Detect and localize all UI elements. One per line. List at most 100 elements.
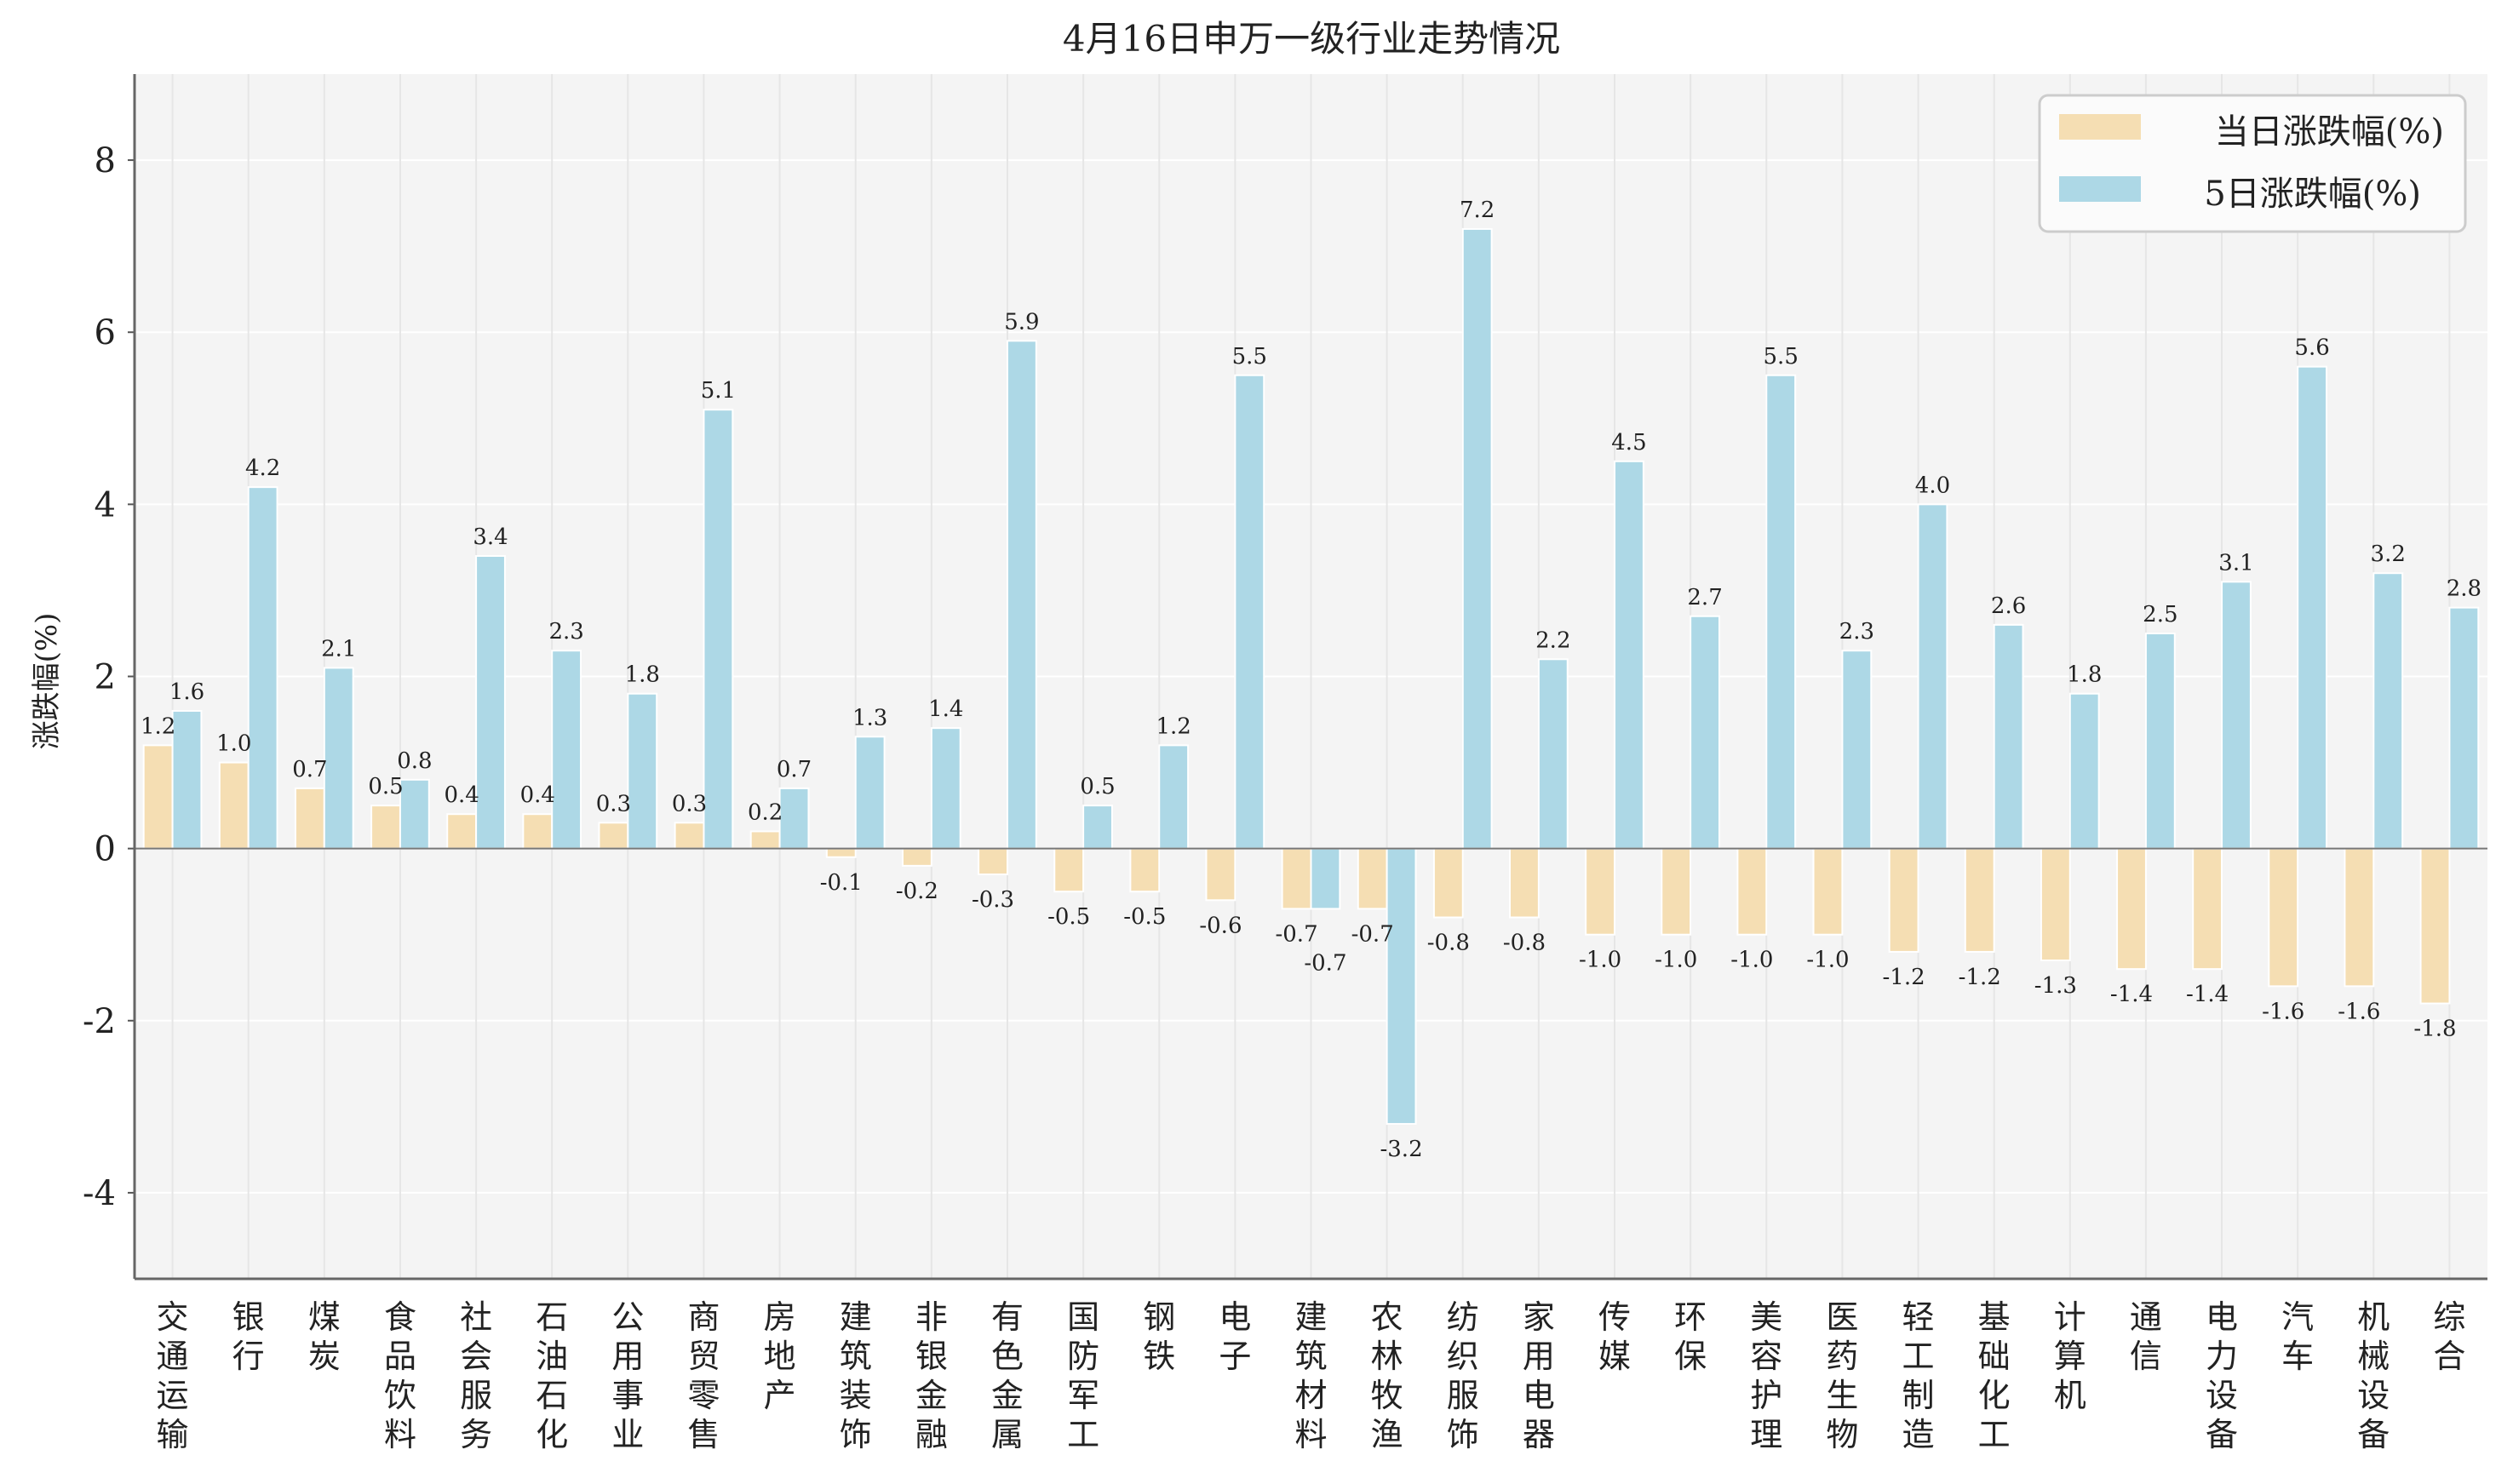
- bar-day: [598, 822, 629, 850]
- bar-5day: [930, 727, 961, 850]
- bar-5day: [1386, 847, 1417, 1126]
- bar-day: [2040, 847, 2071, 962]
- bar-day: [522, 813, 554, 850]
- data-label: -0.5: [1047, 904, 1090, 930]
- data-label: 2.6: [1991, 593, 2026, 619]
- data-label: -3.2: [1380, 1137, 1422, 1162]
- data-label: 1.2: [1156, 713, 1191, 739]
- data-label: 4.2: [245, 456, 280, 481]
- data-label: -0.8: [1503, 931, 1546, 956]
- data-label: -0.1: [820, 870, 863, 896]
- data-label: -1.8: [2413, 1017, 2456, 1042]
- data-label: 5.5: [1764, 344, 1799, 370]
- bar-day: [218, 761, 250, 850]
- legend-swatch-5day: [2059, 176, 2141, 202]
- bar-day: [1432, 847, 1464, 919]
- bar-5day: [475, 555, 506, 850]
- bar-5day: [854, 736, 886, 850]
- data-label: 1.0: [216, 731, 251, 757]
- x-tick-label: 公用事业: [611, 1298, 644, 1453]
- bar-day: [901, 847, 932, 867]
- data-label: 7.2: [1460, 198, 1495, 223]
- x-tick-label: 综合: [2433, 1298, 2465, 1375]
- x-tick-label: 轻工制造: [1902, 1298, 1935, 1453]
- data-label: 5.9: [1004, 309, 1039, 335]
- bar-day: [1888, 847, 1919, 953]
- x-tick-label: 煤炭: [308, 1298, 341, 1375]
- x-tick-label: 建筑材料: [1294, 1298, 1327, 1453]
- bar-day: [1964, 847, 1995, 953]
- x-tick-label: 交通运输: [157, 1298, 189, 1453]
- bar-5day: [323, 667, 354, 850]
- data-label: -1.0: [1655, 948, 1697, 973]
- x-tick-label: 汽车: [2281, 1298, 2314, 1375]
- bar-day: [1205, 847, 1236, 902]
- bar-5day: [2372, 572, 2404, 850]
- bar-5day: [551, 650, 582, 850]
- bar-day: [1661, 847, 1692, 936]
- data-label: 2.5: [2143, 602, 2177, 627]
- data-label: 0.4: [520, 782, 555, 808]
- data-label: 2.3: [1839, 619, 1874, 645]
- bar-day: [446, 813, 478, 850]
- data-label: -1.0: [1806, 948, 1849, 973]
- bar-day: [978, 847, 1008, 875]
- data-label: 2.8: [2447, 576, 2481, 602]
- legend-box: [2038, 94, 2467, 233]
- bar-day: [2268, 847, 2299, 988]
- bar-day: [1585, 847, 1616, 936]
- x-tick-label: 电力设备: [2206, 1298, 2238, 1453]
- data-label: -0.6: [1199, 913, 1242, 938]
- data-label: 4.0: [1915, 473, 1950, 498]
- bar-day: [749, 830, 781, 850]
- legend-label-day: 当日涨跌幅(%): [2215, 112, 2444, 152]
- bar-day: [2344, 847, 2375, 988]
- value-labels: 1.2 1.0 0.7 0.5 0.4 0.4 0.3 0.3 0.2 -0.1 -0.2 -0.3 -…: [141, 198, 2481, 1162]
- x-tick-label: 社会服务: [460, 1298, 492, 1453]
- data-label: -1.4: [2110, 982, 2153, 1007]
- data-label: 0.4: [444, 782, 479, 808]
- x-tick-label: 国防军工: [1067, 1298, 1099, 1453]
- data-label: 0.3: [672, 791, 707, 816]
- x-tick-label: 医药生物: [1826, 1298, 1858, 1453]
- bar-5day: [627, 692, 658, 850]
- data-label: -1.2: [1959, 965, 2001, 990]
- x-tick-label: 食品饮料: [384, 1298, 416, 1453]
- bar-day: [1509, 847, 1540, 919]
- bar-day: [1281, 847, 1312, 910]
- data-label: -0.7: [1304, 950, 1346, 976]
- data-label: 0.2: [748, 799, 783, 825]
- bar-5day: [1993, 623, 2024, 850]
- data-label: 0.5: [1080, 774, 1115, 799]
- data-label: -1.4: [2186, 982, 2229, 1007]
- x-tick-label: 电子: [1219, 1298, 1251, 1375]
- data-label: -0.7: [1351, 921, 1394, 947]
- data-label: 1.6: [169, 679, 204, 705]
- data-label: 3.1: [2218, 550, 2253, 576]
- bar-5day: [1158, 744, 1190, 850]
- bar-day: [825, 847, 857, 858]
- data-label: 3.4: [473, 524, 508, 550]
- bar-5day: [778, 787, 810, 850]
- bar-5day: [1082, 805, 1113, 850]
- data-label: 0.3: [596, 791, 631, 816]
- y-tick-label: 6: [95, 313, 116, 352]
- data-label: 1.2: [141, 713, 175, 739]
- data-label: -1.6: [2338, 999, 2380, 1024]
- x-tick-label: 传媒: [1598, 1298, 1631, 1375]
- bar-day: [1357, 847, 1388, 910]
- bar-day: [2192, 847, 2223, 971]
- x-tick-label: 房地产: [764, 1298, 796, 1414]
- y-tick-label: 4: [95, 485, 116, 524]
- bar-5day: [2448, 606, 2480, 850]
- x-tick-label: 商贸零售: [687, 1298, 720, 1453]
- bar-5day: [1841, 650, 1873, 850]
- data-label: -0.2: [896, 879, 938, 904]
- bar-5day: [171, 709, 203, 850]
- data-label: -1.6: [2262, 999, 2304, 1024]
- x-tick-label: 纺织服饰: [1447, 1298, 1479, 1453]
- bar-day: [370, 805, 401, 850]
- data-label: -0.5: [1123, 904, 1166, 930]
- bar-5day: [703, 409, 734, 850]
- x-tick-label: 农林牧渔: [1371, 1298, 1403, 1453]
